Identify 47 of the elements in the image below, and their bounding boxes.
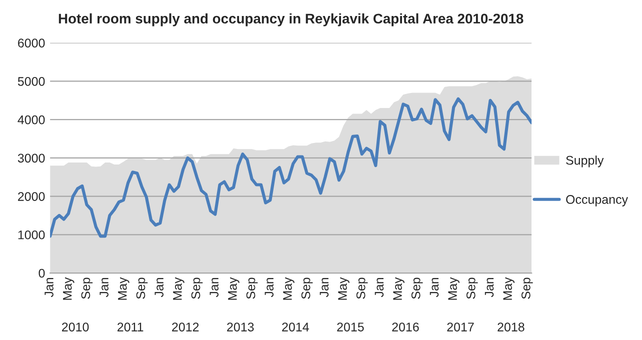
x-tick-label: May bbox=[283, 277, 294, 300]
x-tick-label: May bbox=[173, 277, 184, 300]
x-tick-label: Jan bbox=[44, 278, 54, 298]
y-tick-label: 3000 bbox=[18, 154, 45, 163]
legend-label: Occupancy bbox=[566, 195, 628, 206]
legend-label: Supply bbox=[566, 156, 604, 168]
x-tick-label: Jan bbox=[264, 278, 274, 298]
x-tick-label: May bbox=[63, 277, 74, 300]
text: 2012 bbox=[172, 322, 199, 332]
x-tick-label: Sep bbox=[191, 278, 203, 299]
x-tick-label: Jan bbox=[154, 278, 164, 298]
x-tick-label: Sep bbox=[246, 278, 258, 299]
text: 2013 bbox=[227, 322, 254, 332]
x-tick-label: Jan bbox=[100, 278, 108, 298]
text: 2014 bbox=[282, 322, 309, 332]
x-tick-label: Sep bbox=[356, 278, 368, 299]
y-tick-label: 5000 bbox=[18, 77, 45, 86]
x-tick-label: May bbox=[393, 277, 404, 300]
text: 2017 bbox=[447, 322, 474, 332]
x-tick-label: Sep bbox=[466, 278, 478, 299]
y-tick-label: 0 bbox=[38, 268, 45, 278]
x-tick-label: Jan bbox=[374, 278, 384, 298]
text: 2010 bbox=[62, 322, 89, 332]
text: 2018 bbox=[498, 322, 524, 332]
x-tick-label: Sep bbox=[521, 278, 533, 299]
text: 2016 bbox=[392, 322, 419, 332]
x-tick-label: May bbox=[338, 277, 350, 300]
chart-title: Hotel room supply and occupancy in Reykjavik Capital Area 2010-2018 bbox=[58, 13, 524, 26]
x-tick-label: Sep bbox=[411, 278, 423, 299]
y-tick-label: 6000 bbox=[18, 38, 45, 48]
x-tick-label: Sep bbox=[301, 278, 313, 299]
x-tick-label: Sep bbox=[81, 278, 93, 299]
x-tick-label: Jan bbox=[210, 278, 219, 298]
x-tick-label: Jan bbox=[484, 278, 494, 298]
line-series bbox=[50, 97, 532, 238]
x-tick-label: May bbox=[118, 277, 130, 300]
x-tick-label: Sep bbox=[136, 278, 148, 299]
y-tick-label: 4000 bbox=[18, 115, 45, 124]
y-tick-label: 1000 bbox=[18, 230, 45, 240]
x-tick-label: May bbox=[228, 277, 240, 300]
x-tick-label: Jan bbox=[320, 278, 329, 298]
x-tick-label: May bbox=[503, 277, 514, 300]
x-tick-label: Jan bbox=[430, 278, 439, 298]
text: 2015 bbox=[337, 322, 364, 332]
y-tick-label: 2000 bbox=[18, 192, 45, 201]
x-tick-label: May bbox=[448, 277, 460, 300]
text: 2011 bbox=[118, 322, 144, 332]
